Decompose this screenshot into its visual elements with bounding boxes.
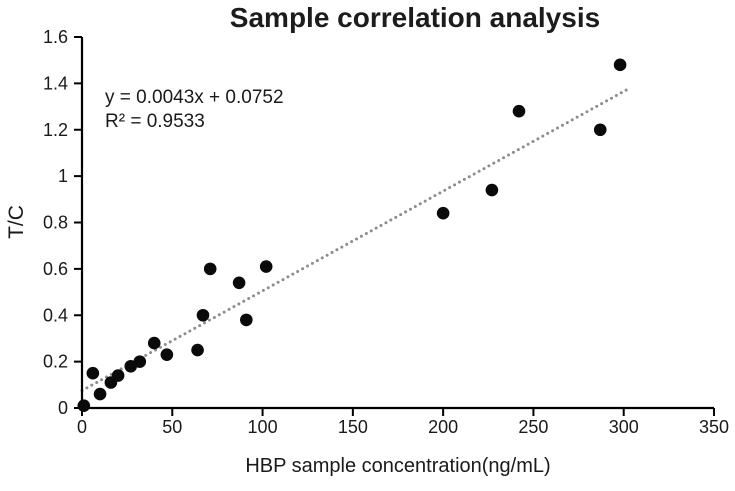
x-tick-label: 150 bbox=[338, 417, 368, 437]
data-point bbox=[613, 58, 627, 72]
axis-spines bbox=[80, 37, 714, 410]
y-tick-label: 0.2 bbox=[43, 352, 68, 372]
data-point bbox=[191, 343, 204, 357]
scatter-points bbox=[77, 58, 627, 412]
x-tick-label: 200 bbox=[428, 417, 458, 437]
y-tick-label: 0.8 bbox=[43, 213, 68, 233]
data-point bbox=[86, 366, 100, 380]
x-tick-label: 100 bbox=[248, 417, 278, 437]
x-tick-label: 50 bbox=[162, 417, 182, 437]
x-axis-label: HBP sample concentration(ng/mL) bbox=[245, 455, 551, 477]
y-tick-label: 1.2 bbox=[43, 120, 68, 140]
data-point bbox=[196, 308, 210, 322]
data-point bbox=[160, 348, 174, 361]
data-point bbox=[259, 260, 273, 273]
data-point bbox=[133, 355, 147, 368]
chart-title: Sample correlation analysis bbox=[229, 2, 601, 33]
y-tick-label: 0 bbox=[58, 398, 68, 418]
y-tick-label: 1.6 bbox=[43, 27, 68, 47]
data-point bbox=[593, 123, 607, 137]
data-point bbox=[512, 104, 526, 118]
x-tick-label: 0 bbox=[77, 417, 87, 437]
y-tick-label: 0.4 bbox=[43, 305, 68, 325]
data-point bbox=[111, 369, 125, 382]
y-axis-tick-labels: 0 0.2 0.4 0.6 0.8 1 1.2 1.4 1.6 bbox=[43, 27, 68, 418]
y-tick-label: 0.6 bbox=[43, 259, 68, 279]
data-point bbox=[77, 399, 91, 412]
data-point bbox=[203, 262, 217, 276]
data-point bbox=[93, 387, 107, 401]
x-axis-tick-labels: 0 50 100 150 200 250 300 350 bbox=[77, 417, 729, 437]
data-point bbox=[147, 336, 161, 350]
r-squared-label: R² = 0.9533 bbox=[105, 111, 205, 132]
y-tick-label: 1.4 bbox=[43, 73, 68, 93]
data-point bbox=[436, 206, 450, 220]
axis-tick-marks bbox=[74, 36, 715, 416]
data-point bbox=[240, 313, 253, 327]
y-tick-label: 1 bbox=[58, 166, 68, 186]
x-tick-label: 300 bbox=[609, 417, 639, 437]
trendline-equation-label: y = 0.0043x + 0.0752 bbox=[105, 87, 284, 108]
data-point bbox=[232, 276, 246, 290]
x-tick-label: 350 bbox=[699, 417, 729, 437]
trendline-dotted bbox=[80, 88, 628, 393]
x-tick-label: 250 bbox=[518, 417, 548, 437]
data-point bbox=[485, 183, 499, 197]
